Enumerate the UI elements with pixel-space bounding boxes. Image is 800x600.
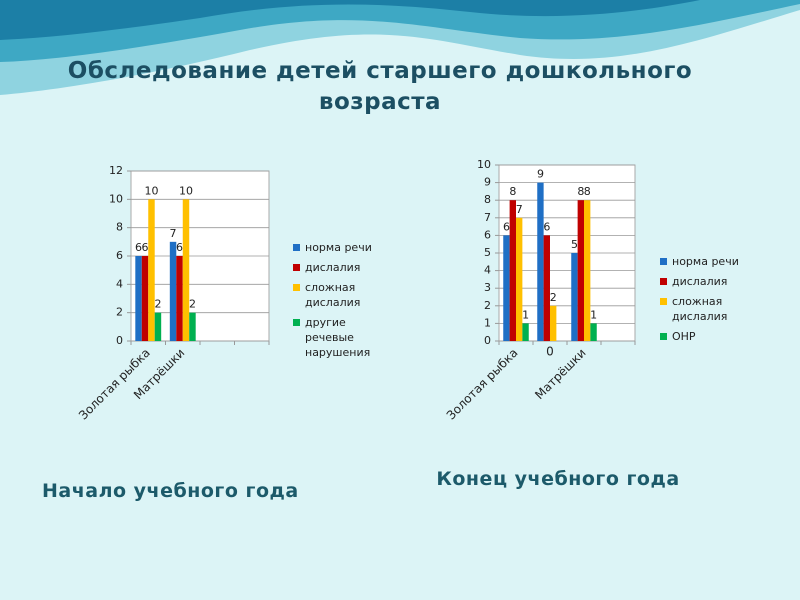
legend-swatch: [660, 258, 667, 265]
y-tick-label: 10: [477, 158, 491, 171]
x-tick-label: Матрёшки: [532, 346, 588, 402]
legend-label: дислалия: [305, 261, 361, 274]
bar: [135, 256, 142, 341]
data-label: 2: [189, 298, 196, 311]
bar: [154, 312, 162, 341]
legend-swatch: [293, 264, 300, 271]
legend-label: ОНР: [672, 330, 696, 343]
legend-label: дислалия: [672, 275, 728, 288]
legend-entry: сложная дислалия: [660, 294, 756, 324]
bar: [169, 241, 177, 341]
data-label: 6: [503, 220, 510, 233]
bar: [537, 182, 544, 341]
y-tick-label: 0: [116, 334, 123, 347]
legend: норма речи дислалия сложная дислалия ОНР: [660, 254, 756, 349]
legend-entry: дислалия: [293, 260, 389, 275]
legend-entry: другие речевые нарушения: [293, 315, 389, 360]
bar: [148, 199, 155, 341]
data-label: 6: [142, 241, 149, 254]
data-label: 2: [550, 291, 557, 304]
bar: [550, 305, 557, 341]
caption: Конец учебного года: [436, 468, 680, 490]
y-tick-label: 8: [116, 221, 123, 234]
data-label: 7: [170, 227, 177, 240]
y-tick-label: 6: [484, 228, 491, 241]
legend: норма речи дислалия сложная дислалия другие…: [293, 240, 389, 365]
legend-swatch: [660, 333, 667, 340]
bar: [584, 200, 591, 341]
x-tick-label: 0: [546, 345, 554, 359]
bar: [522, 323, 529, 341]
y-tick-label: 9: [484, 176, 491, 189]
data-label: 1: [522, 308, 529, 321]
y-tick-label: 0: [484, 334, 491, 347]
data-label: 9: [537, 168, 544, 181]
legend-label: сложная дислалия: [305, 281, 361, 309]
y-tick-label: 3: [484, 281, 491, 294]
y-tick-label: 5: [484, 246, 491, 259]
bar: [543, 235, 550, 341]
legend-entry: сложная дислалия: [293, 280, 389, 310]
bar: [577, 200, 584, 341]
bar: [509, 200, 516, 341]
data-label: 8: [577, 185, 584, 198]
caption: Начало учебного года: [42, 480, 299, 502]
legend-label: другие речевые нарушения: [305, 316, 371, 359]
y-tick-label: 1: [484, 316, 491, 329]
bar: [503, 235, 510, 341]
data-label: 8: [584, 185, 591, 198]
x-tick-label: Золотая рыбка: [444, 346, 521, 423]
y-tick-label: 12: [109, 164, 123, 177]
y-tick-label: 2: [484, 299, 491, 312]
data-label: 10: [144, 184, 158, 197]
legend-entry: норма речи: [660, 254, 756, 269]
bar: [176, 256, 183, 341]
legend-swatch: [293, 244, 300, 251]
legend-label: норма речи: [305, 241, 372, 254]
bar: [590, 323, 597, 341]
data-label: 5: [571, 238, 578, 251]
data-label: 6: [135, 241, 142, 254]
bar: [182, 199, 190, 341]
data-label: 2: [154, 298, 161, 311]
legend-label: норма речи: [672, 255, 739, 268]
y-tick-label: 6: [116, 249, 123, 262]
legend-entry: дислалия: [660, 274, 756, 289]
y-tick-label: 8: [484, 193, 491, 206]
y-tick-label: 4: [116, 277, 123, 290]
legend-entry: ОНР: [660, 329, 756, 344]
data-label: 7: [516, 203, 523, 216]
y-tick-label: 4: [484, 264, 491, 277]
legend-swatch: [293, 319, 300, 326]
bar: [571, 253, 578, 341]
y-tick-label: 7: [484, 211, 491, 224]
bar: [141, 256, 149, 341]
wave: [0, 0, 700, 40]
data-label: 8: [509, 185, 516, 198]
legend-label: сложная дислалия: [672, 295, 728, 323]
data-label: 1: [590, 308, 597, 321]
y-tick-label: 2: [116, 306, 123, 319]
legend-swatch: [660, 278, 667, 285]
legend-swatch: [660, 298, 667, 305]
legend-entry: норма речи: [293, 240, 389, 255]
bar: [189, 312, 196, 341]
data-label: 10: [179, 184, 193, 197]
slide-title: Обследование детей старшего дошкольного …: [67, 58, 693, 115]
data-label: 6: [543, 220, 550, 233]
y-tick-label: 10: [109, 192, 123, 205]
legend-swatch: [293, 284, 300, 291]
bar: [516, 217, 523, 341]
data-label: 6: [176, 241, 183, 254]
